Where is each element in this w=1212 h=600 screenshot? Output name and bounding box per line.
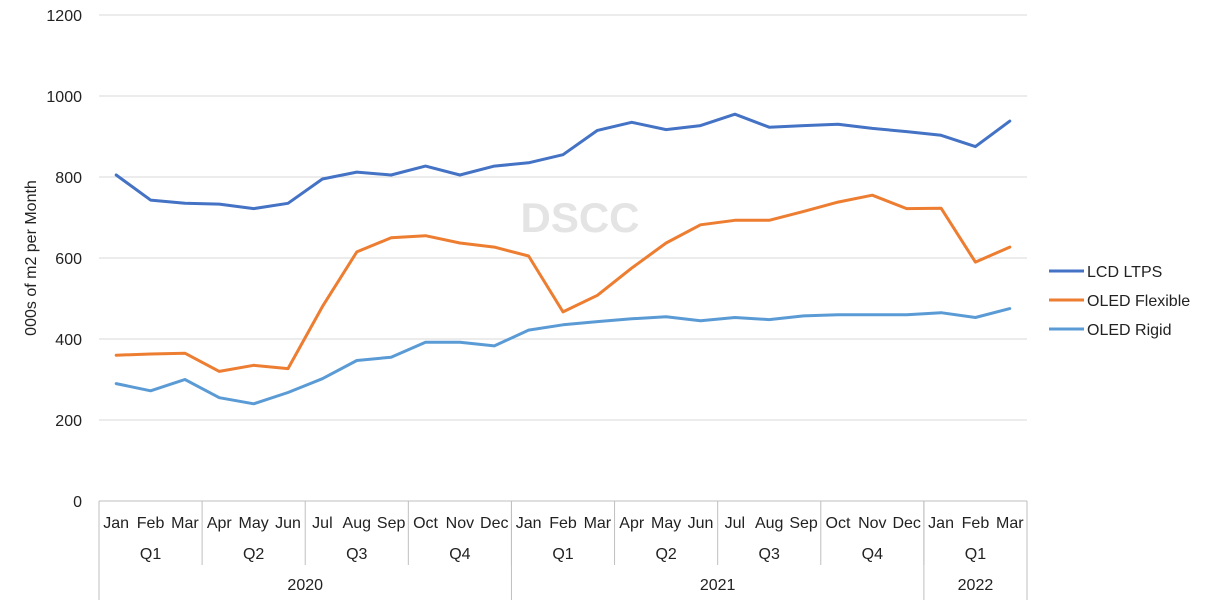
legend-label: LCD LTPS [1087, 264, 1162, 281]
x-tick-quarter: Q1 [140, 546, 161, 563]
x-tick-month: Jul [312, 515, 332, 532]
x-tick-month: May [651, 515, 681, 532]
x-tick-quarter: Q1 [552, 546, 573, 563]
x-tick-month: Dec [480, 515, 508, 532]
x-tick-month: Sep [377, 515, 406, 532]
legend: LCD LTPS OLED Flexible OLED Rigid [1049, 264, 1190, 339]
x-tick-month: Apr [207, 515, 233, 532]
series-line-oled-flexible [114, 193, 1012, 373]
y-tick-label: 1200 [46, 8, 82, 25]
x-tick-month: Aug [343, 515, 371, 532]
x-tick-month: Jun [688, 515, 714, 532]
x-tick-month: Jan [516, 515, 542, 532]
x-tick-month: Nov [446, 515, 474, 532]
x-tick-year: 2020 [287, 577, 323, 594]
x-tick-year: 2022 [958, 577, 994, 594]
x-tick-month: Mar [584, 515, 612, 532]
x-tick-quarter: Q2 [655, 546, 676, 563]
y-tick-label: 0 [73, 494, 82, 511]
y-tick-label: 400 [55, 332, 82, 349]
x-tick-month: Dec [892, 515, 920, 532]
x-tick-month: Jun [275, 515, 301, 532]
y-tick-label: 1000 [46, 89, 82, 106]
y-tick-label: 200 [55, 413, 82, 430]
y-tick-label: 600 [55, 251, 82, 268]
x-tick-month: May [239, 515, 269, 532]
x-tick-month: Sep [789, 515, 818, 532]
x-tick-year: 2021 [700, 577, 736, 594]
series-line-lcd-ltps [114, 112, 1012, 211]
gridlines [99, 14, 1027, 421]
x-tick-month: Mar [171, 515, 199, 532]
legend-label: OLED Flexible [1087, 293, 1190, 310]
y-tick-label: 800 [55, 170, 82, 187]
x-tick-month: Feb [137, 515, 165, 532]
x-tick-month: Jul [725, 515, 745, 532]
series-line-oled-rigid [114, 307, 1012, 406]
x-tick-quarter: Q4 [449, 546, 470, 563]
x-tick-month: Nov [858, 515, 886, 532]
x-tick-month: Feb [962, 515, 990, 532]
x-tick-month: Feb [549, 515, 577, 532]
y-axis-label: 000s of m2 per Month [23, 180, 40, 336]
y-axis-ticks: 0 200 400 600 800 1000 1200 [46, 8, 82, 511]
legend-label: OLED Rigid [1087, 322, 1171, 339]
x-tick-quarter: Q3 [759, 546, 780, 563]
x-tick-quarter: Q2 [243, 546, 264, 563]
x-tick-quarter: Q1 [965, 546, 986, 563]
x-tick-month: Jan [928, 515, 954, 532]
series-lines [114, 112, 1012, 406]
x-tick-month: Oct [826, 515, 851, 532]
x-tick-quarter: Q4 [862, 546, 883, 563]
x-tick-month: Aug [755, 515, 783, 532]
x-tick-month: Oct [413, 515, 438, 532]
x-tick-quarter: Q3 [346, 546, 367, 563]
x-tick-month: Jan [103, 515, 129, 532]
watermark: DSCC [520, 194, 639, 241]
x-tick-month: Apr [619, 515, 645, 532]
x-axis: Jan Feb Mar Apr May Jun Jul Aug Sep Oct Nov Dec Jan F… [98, 500, 1028, 600]
x-tick-month: Mar [996, 515, 1024, 532]
